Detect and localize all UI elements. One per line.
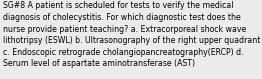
Text: SG#8 A patient is scheduled for tests to verify the medical
diagnosis of cholecy: SG#8 A patient is scheduled for tests to…: [3, 1, 260, 68]
